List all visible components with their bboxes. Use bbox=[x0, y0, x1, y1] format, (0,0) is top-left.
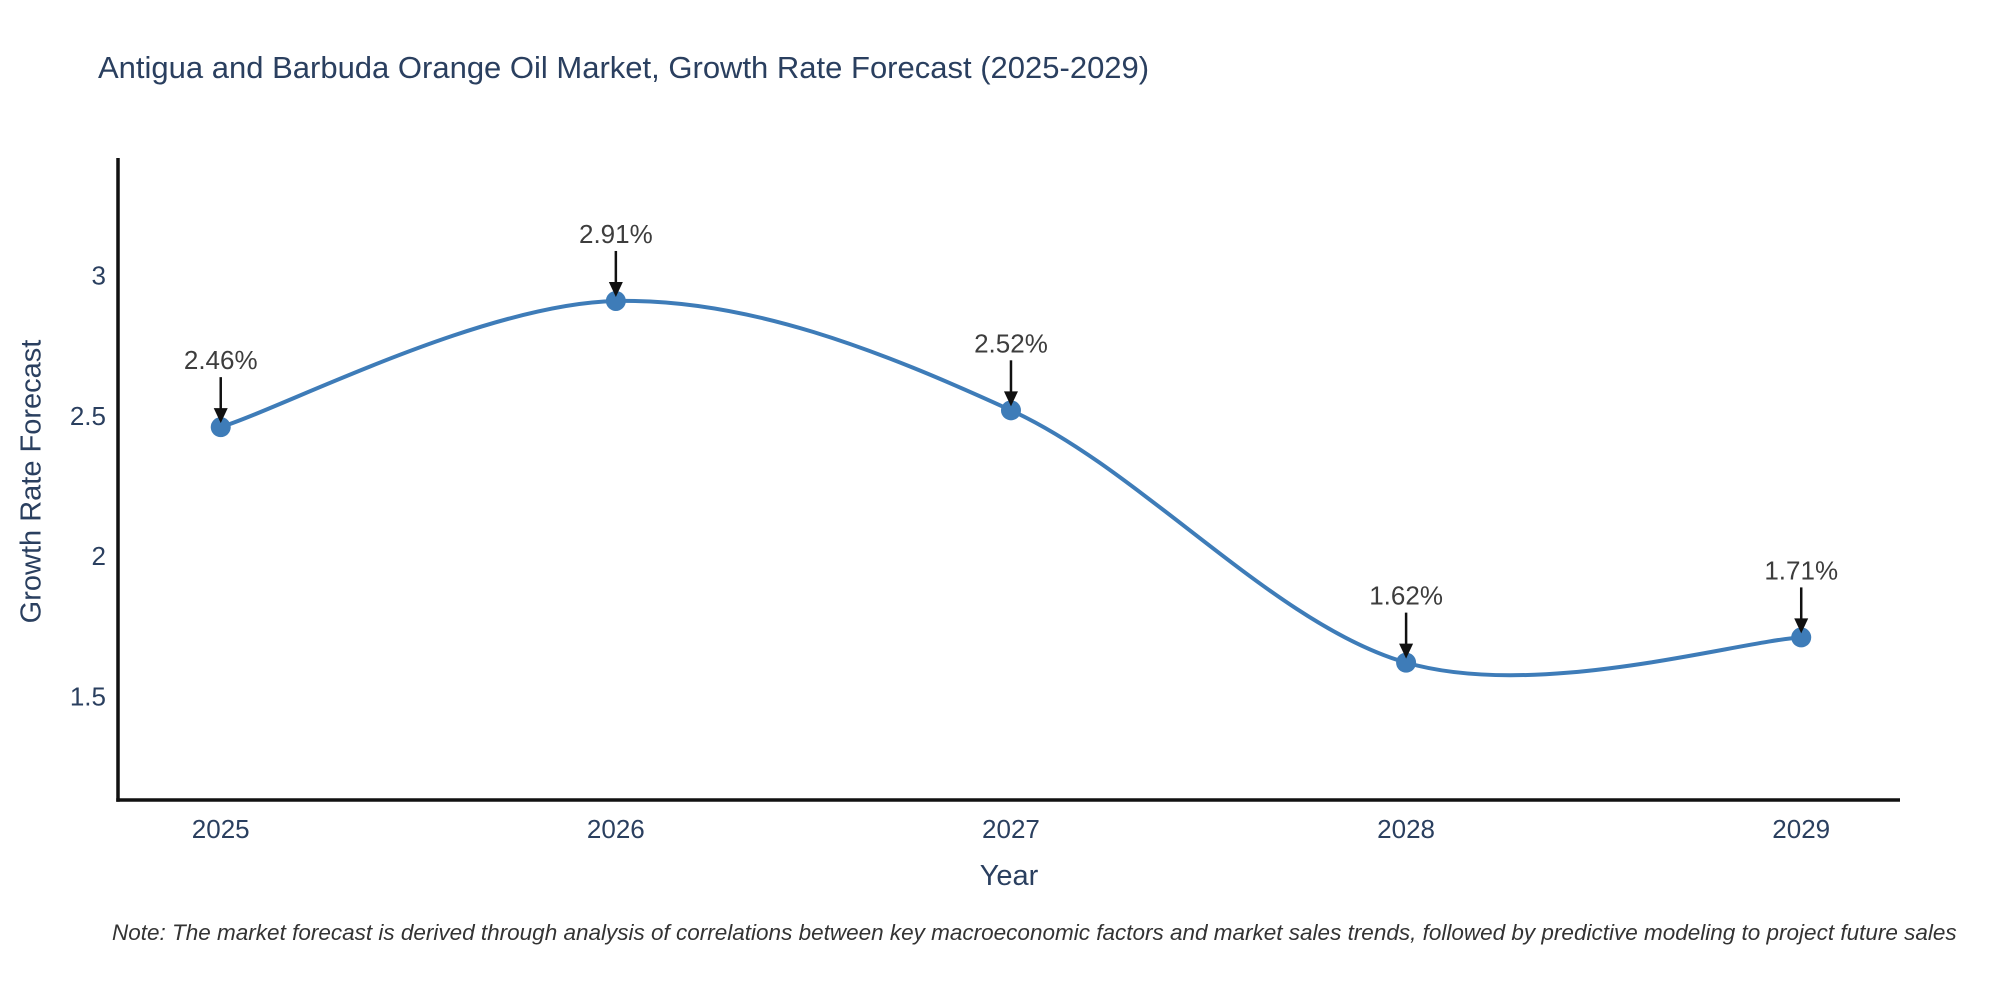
x-tick-label: 2028 bbox=[1377, 814, 1435, 844]
data-point-2029[interactable] bbox=[1791, 627, 1812, 648]
annotation-arrowhead bbox=[1399, 643, 1414, 659]
data-point-label: 2.52% bbox=[974, 328, 1048, 358]
data-point-2025[interactable] bbox=[210, 417, 231, 438]
data-point-label: 2.46% bbox=[184, 345, 258, 375]
y-tick-label: 2.5 bbox=[70, 401, 106, 431]
data-point-label: 1.62% bbox=[1369, 581, 1443, 611]
data-point-2028[interactable] bbox=[1396, 652, 1417, 673]
annotation-arrowhead bbox=[1794, 618, 1809, 634]
data-point-2027[interactable] bbox=[1000, 400, 1021, 421]
y-tick-label: 2 bbox=[92, 541, 106, 571]
annotation-arrowhead bbox=[1003, 391, 1018, 407]
annotation-arrowhead bbox=[608, 281, 623, 297]
data-point-label: 2.91% bbox=[579, 219, 653, 249]
annotation-arrowhead bbox=[213, 408, 228, 424]
x-axis-title: Year bbox=[979, 860, 1039, 892]
x-tick-label: 2027 bbox=[982, 814, 1040, 844]
y-tick-label: 3 bbox=[92, 261, 106, 291]
data-point-2026[interactable] bbox=[605, 290, 626, 311]
x-tick-label: 2025 bbox=[192, 814, 250, 844]
data-point-label: 1.71% bbox=[1764, 555, 1838, 585]
x-tick-label: 2029 bbox=[1772, 814, 1830, 844]
x-tick-label: 2026 bbox=[587, 814, 645, 844]
chart-title: Antigua and Barbuda Orange Oil Market, G… bbox=[98, 50, 1150, 85]
footnote: Note: The market forecast is derived thr… bbox=[112, 920, 1957, 945]
y-axis-title: Growth Rate Forecast bbox=[15, 339, 48, 624]
y-tick-label: 1.5 bbox=[70, 681, 106, 711]
